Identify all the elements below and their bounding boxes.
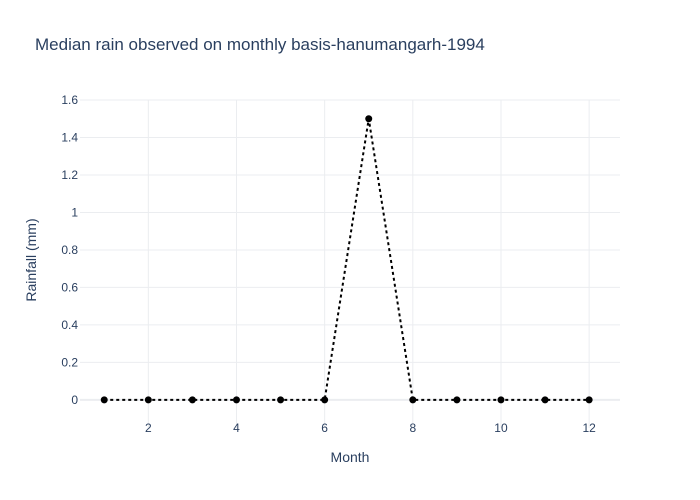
y-axis-ticks: 0 0.2 0.4 0.6 0.8 1 1.2 1.4 1.6 [61, 93, 78, 407]
series-line [104, 118, 590, 401]
x-axis-ticks: 2 4 6 8 10 12 [145, 421, 596, 435]
data-point[interactable] [100, 396, 108, 404]
x-tick-label: 12 [582, 421, 596, 435]
y-tick-label: 0.6 [61, 280, 78, 294]
data-point[interactable] [232, 396, 240, 404]
chart-title: Median rain observed on monthly basis-ha… [35, 35, 485, 54]
data-point[interactable] [144, 396, 152, 404]
y-tick-label: 0.8 [61, 243, 78, 257]
data-point[interactable] [188, 396, 196, 404]
data-point[interactable] [453, 396, 461, 404]
x-tick-label: 2 [145, 421, 152, 435]
data-point[interactable] [277, 396, 285, 404]
data-point[interactable] [585, 396, 593, 404]
data-point[interactable] [497, 396, 505, 404]
y-tick-label: 1.2 [61, 168, 78, 182]
series-layer [100, 115, 593, 404]
y-tick-label: 0.4 [61, 318, 78, 332]
y-tick-label: 1 [71, 205, 78, 219]
x-tick-label: 4 [233, 421, 240, 435]
y-axis-title: Rainfall (mm) [23, 218, 39, 301]
x-tick-label: 6 [321, 421, 328, 435]
y-tick-label: 0 [71, 393, 78, 407]
x-tick-label: 8 [409, 421, 416, 435]
x-axis-title: Month [331, 449, 370, 465]
y-tick-label: 1.6 [61, 93, 78, 107]
data-point[interactable] [365, 115, 373, 123]
data-point[interactable] [409, 396, 417, 404]
grid [80, 99, 620, 428]
y-tick-label: 0.2 [61, 355, 78, 369]
x-tick-label: 10 [494, 421, 508, 435]
data-point[interactable] [541, 396, 549, 404]
data-point[interactable] [321, 396, 329, 404]
y-tick-label: 1.4 [61, 130, 78, 144]
